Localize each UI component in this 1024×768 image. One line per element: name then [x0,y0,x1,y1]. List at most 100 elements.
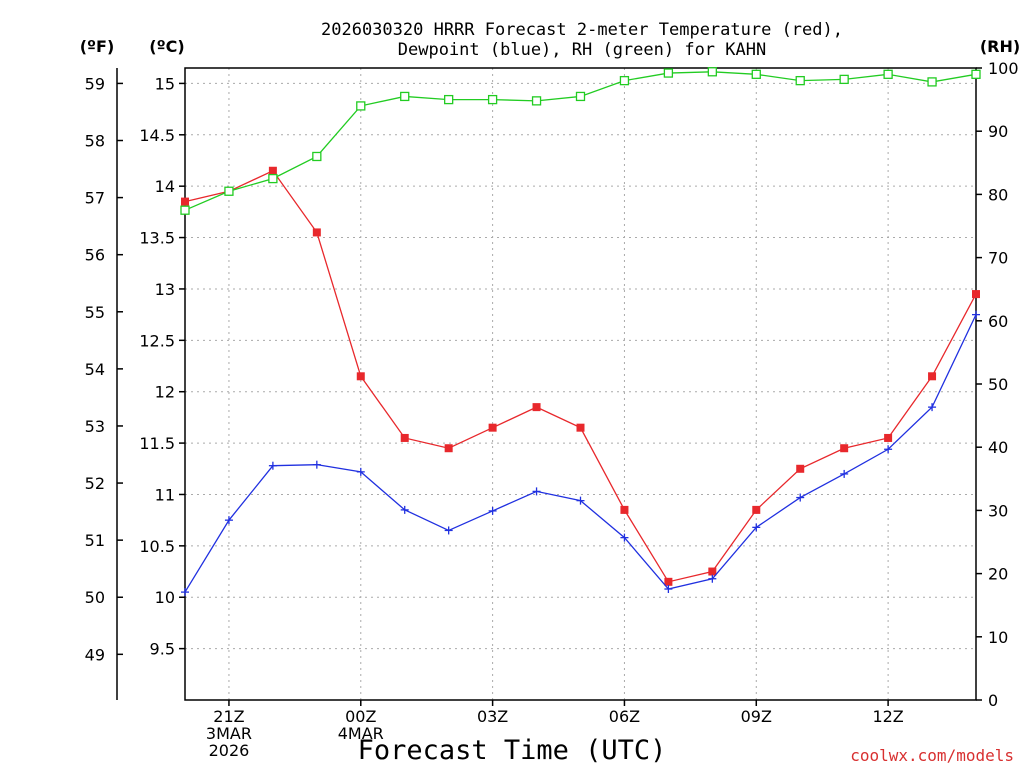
x-tick-label: 03Z [477,707,508,726]
chart-title-line2: Dewpoint (blue), RH (green) for KAHN [398,40,766,60]
temperature-point [884,433,893,442]
rh-point [707,67,717,77]
dewpoint-point [796,493,805,502]
dewpoint-point [840,469,849,478]
celsius-tick-label: 9.5 [150,640,175,659]
rh-tick-label: 90 [988,122,1008,141]
temperature-point [356,372,365,381]
celsius-tick-label: 15 [155,74,175,93]
dewpoint-point [224,516,233,525]
temperature-point [708,567,717,576]
fahrenheit-tick-label: 52 [85,474,105,493]
temperature-point [312,228,321,237]
rh-tick-label: 100 [988,59,1019,78]
rh-point [312,151,322,162]
rh-point [356,101,366,111]
fahrenheit-tick-label: 50 [85,588,105,607]
temperature-point [576,423,585,432]
rh-tick-label: 30 [988,501,1008,520]
rh-tick-label: 60 [988,312,1008,331]
rh-point [575,91,586,102]
celsius-tick-label: 12 [155,383,175,402]
rh-point [400,91,410,102]
temperature-point [400,433,409,442]
fahrenheit-tick-label: 56 [85,246,105,265]
rh-tick-label: 70 [988,249,1008,268]
x-tick-label: 12Z [872,707,903,726]
x-tick-label: 3MAR [206,724,252,743]
fahrenheit-tick-label: 53 [85,417,105,436]
x-tick-label: 4MAR [338,724,384,743]
celsius-tick-label: 10 [155,588,175,607]
temperature-point [181,197,189,206]
temperature-point [796,464,805,473]
dewpoint-point [181,588,189,597]
celsius-tick-label: 14 [155,177,175,196]
rh-point [180,205,190,215]
fahrenheit-tick-label: 58 [85,132,105,151]
dewpoint-point [972,310,980,319]
temperature-point [532,403,541,412]
x-tick-label: 2026 [209,741,250,760]
rh-point [487,94,498,105]
temperature-point [840,444,849,453]
rh-tick-label: 50 [988,375,1008,394]
dewpoint-point [400,505,409,514]
x-tick-label: 09Z [741,707,772,726]
dewpoint-line [184,314,977,593]
rh-point [531,96,542,106]
rh-point [927,77,937,87]
fahrenheit-tick-label: 57 [85,189,105,208]
temperature-point [972,290,980,299]
rh-tick-label: 0 [988,691,998,710]
dewpoint-point [620,533,629,542]
rh-point [883,69,893,79]
rh-point [444,94,454,105]
rh-point [971,69,981,79]
x-axis-label: Forecast Time (UTC) [358,735,667,766]
dewpoint-point [444,526,453,535]
dewpoint-point [268,461,277,470]
rh-tick-label: 40 [988,438,1008,457]
series [180,67,981,597]
rh-point [268,173,278,184]
rh-point [795,75,805,86]
fahrenheit-tick-label: 51 [85,531,105,550]
celsius-tick-label: 12.5 [139,331,175,350]
rh-tick-label: 20 [988,565,1008,584]
x-tick-label: 21Z [213,707,244,726]
rh-point [751,69,761,79]
temperature-point [620,505,629,514]
fahrenheit-unit-label: (ºF) [80,37,115,56]
rh-unit-label: (RH) [980,37,1020,56]
fahrenheit-tick-label: 54 [85,360,105,379]
celsius-tick-label: 13 [155,280,175,299]
x-tick-label: 00Z [345,707,376,726]
rh-tick-label: 80 [988,185,1008,204]
temperature-line [184,169,977,583]
rh-point [224,186,234,196]
rh-point [663,68,674,78]
celsius-unit-label: (ºC) [149,37,184,56]
dewpoint-point [928,403,937,412]
celsius-tick-label: 13.5 [139,229,175,248]
dewpoint-point [884,445,893,454]
temperature-point [488,423,497,432]
celsius-tick-label: 11.5 [139,434,175,453]
dewpoint-point [664,585,673,594]
rh-point [839,74,849,85]
temperature-point [664,577,673,586]
fahrenheit-tick-label: 59 [85,74,105,93]
dewpoint-point [708,574,717,583]
dewpoint-point [532,487,541,496]
dewpoint-point [488,506,497,515]
dewpoint-point [752,523,761,532]
dewpoint-point [576,496,585,505]
rh-point [619,75,630,86]
temperature-point [752,505,761,514]
fahrenheit-tick-label: 55 [85,303,105,322]
temperature-point [444,444,453,453]
credit-label: coolwx.com/models [850,746,1014,765]
temperature-point [268,166,277,175]
